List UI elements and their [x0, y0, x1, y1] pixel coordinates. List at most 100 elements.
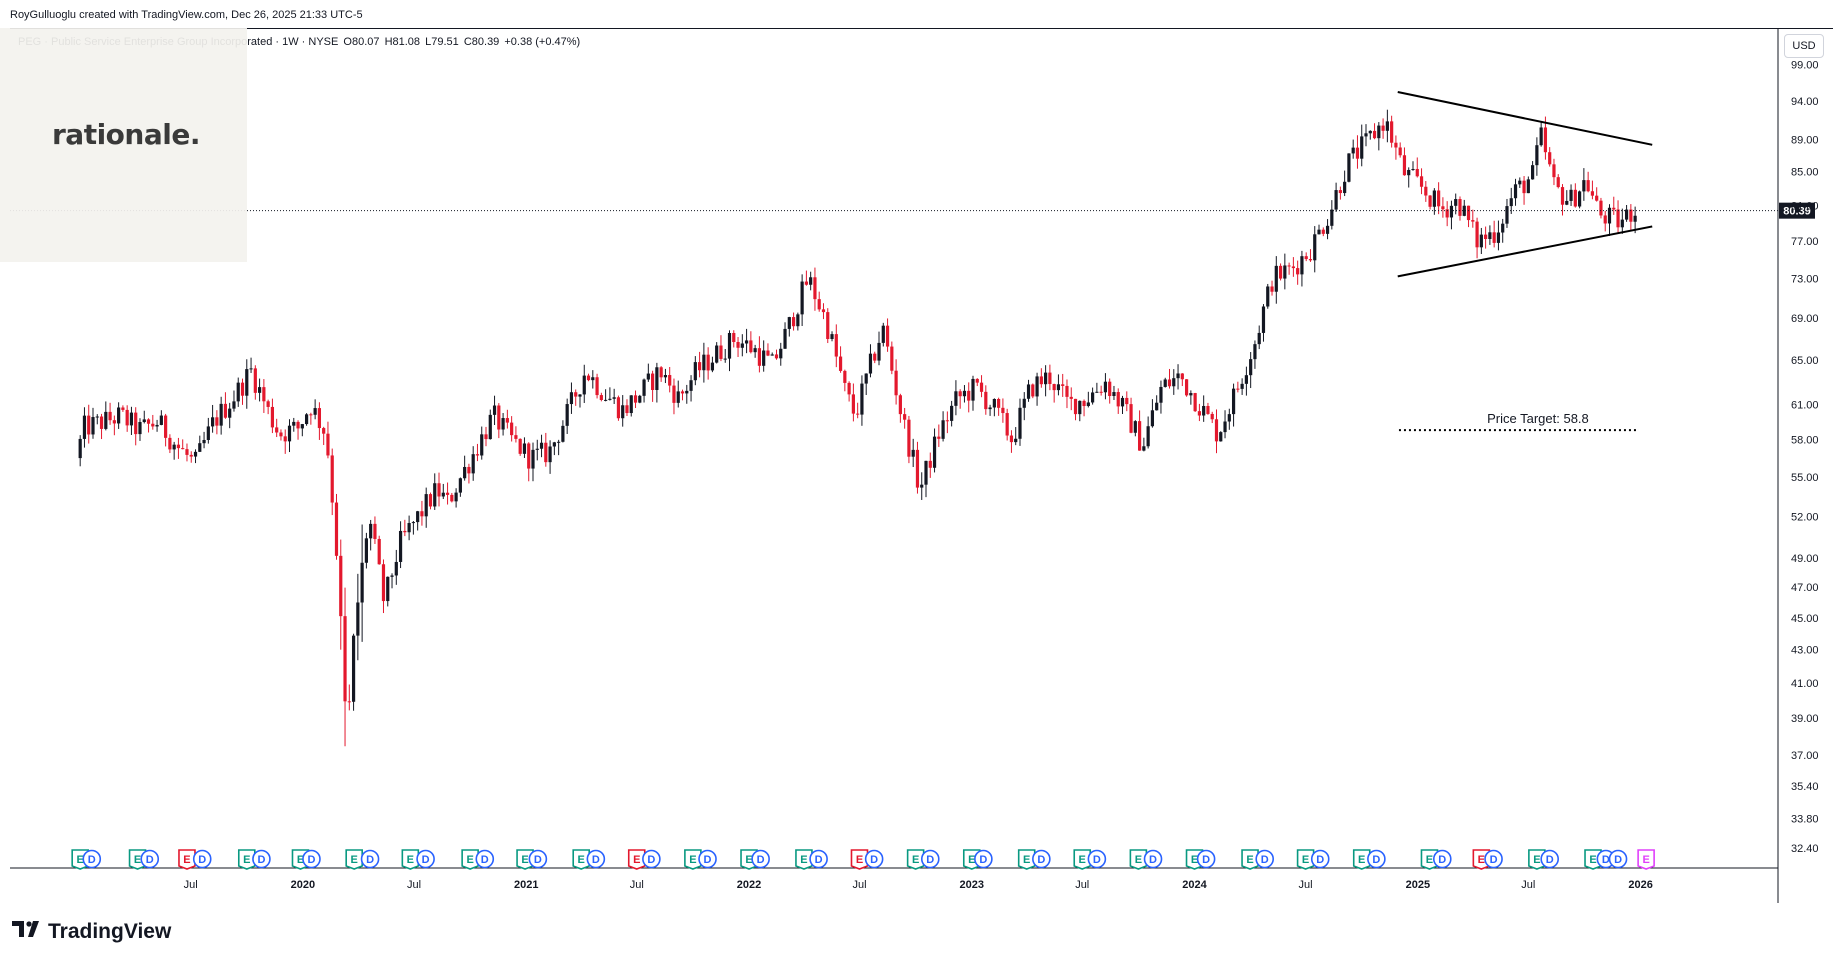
- earnings-marker[interactable]: E: [1420, 849, 1439, 870]
- candle-body: [1018, 407, 1022, 439]
- candle-body: [317, 408, 322, 429]
- candle-body: [881, 325, 885, 343]
- dividend-marker[interactable]: D: [475, 849, 495, 869]
- candle-body: [1347, 153, 1351, 182]
- candle-body: [428, 494, 433, 507]
- earnings-marker[interactable]: E: [627, 849, 646, 870]
- earnings-marker[interactable]: E: [906, 849, 925, 870]
- candle-body: [984, 391, 988, 410]
- candle-body: [253, 368, 257, 393]
- dividend-marker[interactable]: D: [1608, 849, 1628, 869]
- candle-body: [467, 466, 471, 474]
- svg-text:D: D: [1602, 854, 1610, 866]
- candle-body: [569, 392, 574, 405]
- earnings-marker[interactable]: E: [850, 849, 869, 870]
- dividend-marker[interactable]: D: [698, 849, 717, 869]
- earnings-marker[interactable]: E: [1073, 849, 1092, 870]
- dividend-marker[interactable]: D: [360, 849, 380, 869]
- dividend-marker[interactable]: D: [140, 849, 160, 869]
- dividend-marker[interactable]: D: [1310, 849, 1330, 869]
- dividend-marker[interactable]: D: [751, 849, 770, 869]
- dividend-marker[interactable]: D: [1255, 849, 1275, 869]
- candle-body: [1582, 180, 1586, 192]
- candle-body: [181, 448, 185, 450]
- earnings-marker[interactable]: E: [684, 849, 702, 870]
- dividend-marker[interactable]: D: [586, 849, 606, 869]
- svg-text:E: E: [466, 854, 473, 866]
- dividend-marker[interactable]: D: [1087, 849, 1107, 869]
- dividend-marker[interactable]: D: [82, 849, 102, 869]
- earnings-marker[interactable]: E: [516, 849, 534, 870]
- dividend-marker[interactable]: D: [416, 849, 435, 869]
- currency-button[interactable]: USD: [1784, 34, 1824, 58]
- earnings-marker[interactable]: E: [237, 849, 256, 870]
- candle-body: [1296, 268, 1300, 275]
- candle-body: [1291, 266, 1295, 269]
- candle-body: [1078, 400, 1082, 415]
- candle-body: [1402, 155, 1407, 176]
- candle-body: [856, 413, 860, 415]
- svg-text:E: E: [243, 854, 250, 866]
- dividend-marker[interactable]: D: [252, 849, 271, 869]
- candle-body: [1193, 393, 1197, 412]
- dividend-marker[interactable]: D: [920, 849, 940, 869]
- candle-body: [155, 424, 159, 427]
- candle-body: [1009, 435, 1014, 443]
- earnings-marker[interactable]: E: [345, 849, 363, 870]
- earnings-marker[interactable]: E: [572, 849, 591, 870]
- earnings-marker[interactable]: E: [461, 849, 479, 870]
- candle-body: [992, 398, 996, 408]
- dividend-marker[interactable]: D: [1367, 849, 1386, 869]
- earnings-marker[interactable]: E: [1584, 849, 1602, 870]
- earnings-marker[interactable]: E: [1296, 849, 1315, 870]
- candle-body: [1142, 446, 1146, 451]
- candle-body: [245, 369, 249, 396]
- earnings-marker[interactable]: E: [1241, 849, 1259, 870]
- candle-body: [766, 350, 770, 356]
- candle-body: [381, 564, 386, 602]
- candle-body: [1039, 376, 1043, 385]
- dividend-marker[interactable]: D: [1196, 849, 1216, 869]
- candle-body: [928, 460, 932, 468]
- svg-text:D: D: [870, 854, 878, 866]
- earnings-marker[interactable]: E: [401, 849, 420, 870]
- svg-text:E: E: [1023, 854, 1030, 866]
- earnings-marker[interactable]: E: [1352, 849, 1371, 870]
- svg-text:E: E: [521, 854, 528, 866]
- earnings-marker[interactable]: E: [178, 849, 196, 870]
- dividend-marker[interactable]: D: [302, 849, 321, 869]
- candle-body: [697, 362, 702, 371]
- candle-body: [702, 354, 706, 371]
- earnings-marker[interactable]: E: [795, 849, 813, 870]
- dividend-marker[interactable]: D: [864, 849, 884, 869]
- dividend-marker[interactable]: D: [642, 849, 661, 869]
- earnings-marker[interactable]: E: [1637, 849, 1655, 870]
- candle-body: [1556, 177, 1560, 188]
- dividend-marker[interactable]: D: [974, 849, 993, 869]
- candle-body: [1612, 207, 1616, 210]
- dividend-marker[interactable]: D: [809, 849, 828, 869]
- x-tick-label: 2022: [737, 879, 761, 891]
- earnings-marker[interactable]: E: [1528, 849, 1546, 870]
- candle-body: [868, 353, 873, 374]
- tradingview-logo[interactable]: TradingView: [12, 920, 171, 944]
- dividend-marker[interactable]: D: [1540, 849, 1559, 869]
- dividend-marker[interactable]: D: [192, 849, 212, 869]
- y-tick-label: 85.00: [1791, 167, 1819, 179]
- dividend-marker[interactable]: D: [1484, 849, 1503, 869]
- dividend-marker[interactable]: D: [1143, 849, 1163, 869]
- candle-body: [488, 414, 492, 440]
- candle-body: [800, 281, 804, 315]
- candle-body: [142, 419, 146, 423]
- dividend-marker[interactable]: D: [528, 849, 548, 869]
- earnings-marker[interactable]: E: [1129, 849, 1148, 870]
- dividend-marker[interactable]: D: [1032, 849, 1051, 869]
- candle-body: [1061, 384, 1065, 386]
- candle-body: [1471, 220, 1475, 222]
- earnings-marker[interactable]: E: [1017, 849, 1036, 870]
- footer: [0, 903, 1835, 958]
- candle-body: [1210, 413, 1214, 420]
- dividend-marker[interactable]: D: [1432, 849, 1452, 869]
